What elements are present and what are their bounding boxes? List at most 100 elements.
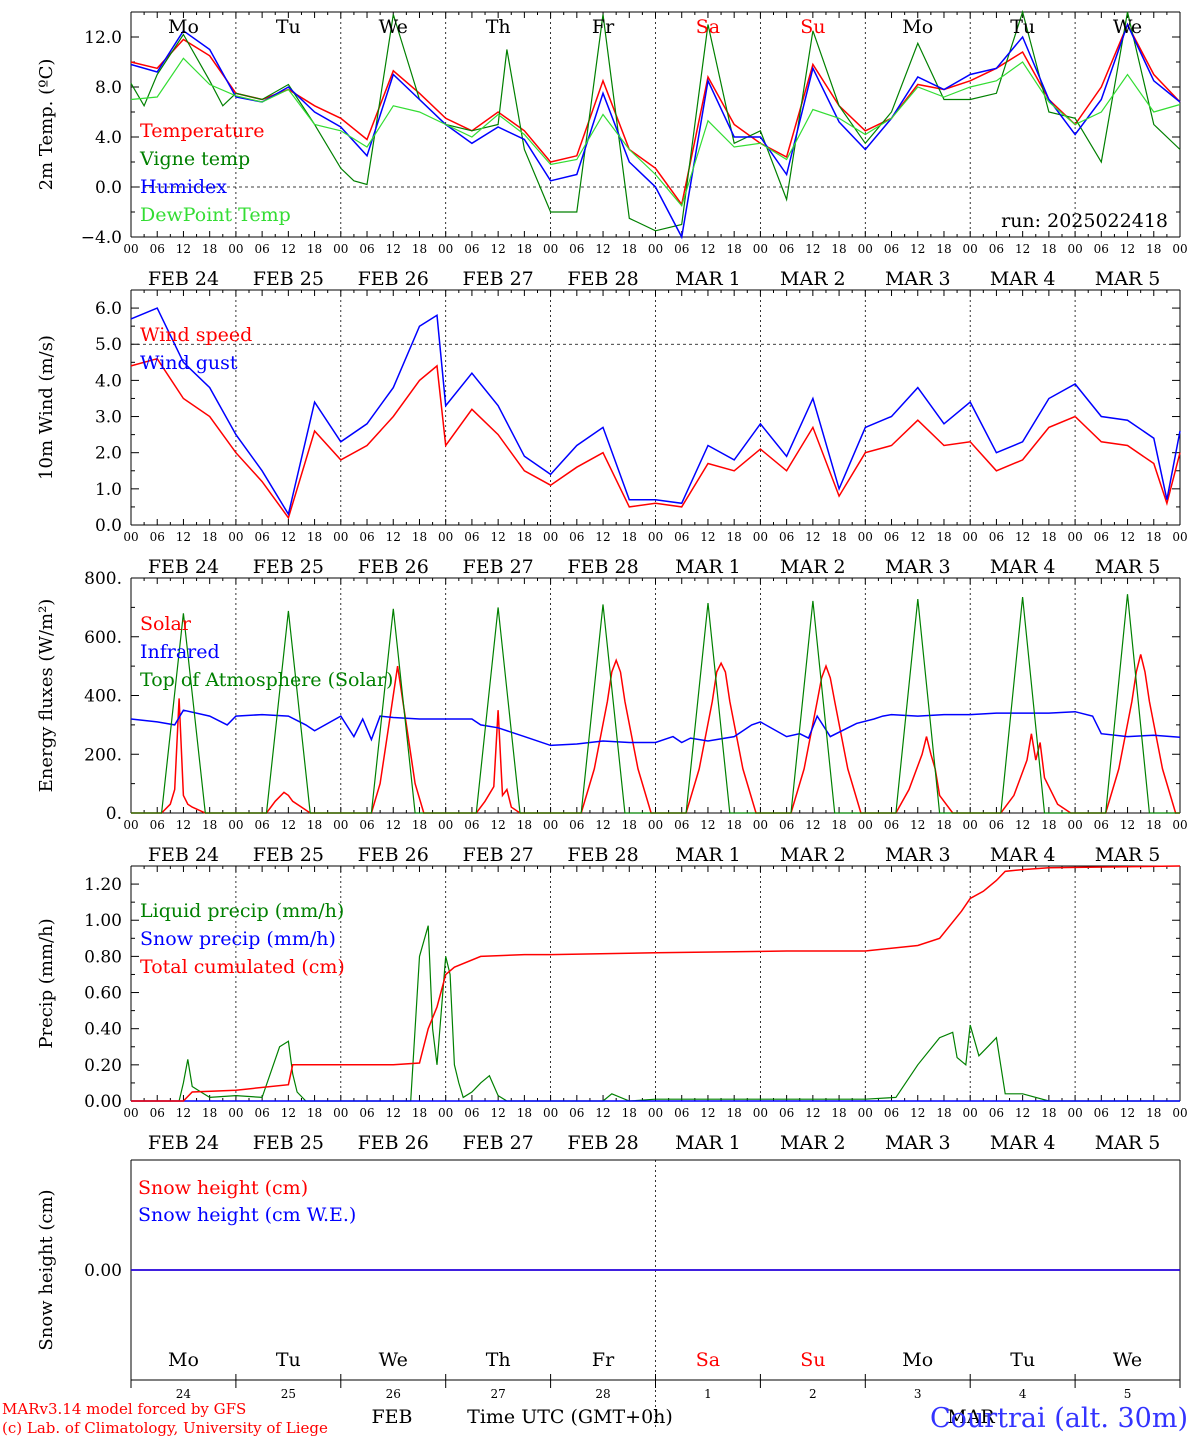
hour-tick-label: 18 [622,242,637,256]
legend-entry: Snow precip (mm/h) [140,928,336,950]
hour-tick-label: 06 [779,1106,794,1120]
series-line-solar [131,654,1180,814]
hour-tick-label: 18 [517,242,532,256]
date-label: MAR 3 [885,556,951,578]
hour-tick-label: 06 [150,242,165,256]
lab-credit: (c) Lab. of Climatology, University of L… [2,1419,328,1437]
date-label: FEB 24 [148,844,219,866]
y-tick-label: 6.0 [95,299,122,319]
hour-tick-label: 12 [700,818,715,832]
hour-tick-label: 00 [1067,530,1082,544]
run-label: run: 2025022418 [1001,210,1168,232]
hour-tick-label: 06 [464,818,479,832]
hour-tick-label: 18 [202,818,217,832]
day-of-week-label: Fr [592,1349,615,1371]
day-number-label: 24 [176,1387,192,1401]
hour-tick-label: 00 [753,818,768,832]
day-of-week-label: Tu [276,16,301,38]
hour-tick-label: 12 [910,1106,925,1120]
hour-tick-label: 00 [438,818,453,832]
hour-tick-label: 00 [438,1106,453,1120]
hour-tick-label: 00 [333,242,348,256]
hour-tick-label: 00 [228,1106,243,1120]
month-label-feb: FEB [371,1406,412,1428]
day-of-week-label: Sa [696,1349,720,1371]
y-tick-label: 0.20 [84,1056,122,1076]
hour-tick-label: 12 [1015,1106,1030,1120]
hour-tick-label: 00 [123,818,138,832]
hour-tick-label: 06 [254,1106,269,1120]
hour-tick-label: 00 [1172,1106,1187,1120]
panel-4: 0.00 0.20 0.40 0.60 0.80 1.00 1.20 Precip (mm/h… [36,865,1188,1154]
legend-entry: Temperature [140,120,264,142]
model-credit: MARv3.14 model forced by GFS [2,1400,246,1418]
hour-tick-label: 18 [1041,530,1056,544]
day-number-label: 25 [281,1387,296,1401]
series-line-temperature [130,22,1181,207]
hour-tick-label: 00 [1067,818,1082,832]
date-label: MAR 3 [885,268,951,290]
day-number-label: 3 [914,1387,922,1401]
hour-tick-label: 12 [176,530,191,544]
hour-tick-label: 00 [963,530,978,544]
hour-tick-label: 00 [1172,818,1187,832]
day-of-week-label: Sa [696,16,720,38]
hour-tick-label: 12 [281,242,296,256]
hour-tick-label: 00 [648,242,663,256]
hour-tick-label: 00 [123,1106,138,1120]
series-line-top-of-atmosphere-solar [131,594,1180,814]
date-label: FEB 26 [358,844,429,866]
hour-tick-label: 00 [648,1106,663,1120]
y-axis-label: Snow height (cm) [36,1189,57,1350]
series-line-total-cumulated-cm [131,865,1181,1102]
y-axis-label: 2m Temp. (ºC) [36,59,57,191]
hour-tick-label: 12 [910,242,925,256]
day-of-week-label: We [1113,1349,1142,1371]
date-label: FEB 24 [148,268,219,290]
legend-entry: Vigne temp [139,148,250,170]
series-line-infrared [130,709,1181,747]
date-label: MAR 1 [675,556,741,578]
time-axis-label: Time UTC (GMT+0h) [467,1406,673,1428]
hour-tick-label: 06 [359,530,374,544]
date-label: FEB 25 [253,1132,324,1154]
hour-tick-label: 00 [1172,242,1187,256]
day-of-week-label: Th [486,16,511,38]
hour-tick-label: 12 [386,242,401,256]
hour-tick-label: 18 [831,530,846,544]
date-label: FEB 28 [567,844,638,866]
y-tick-label: 200. [84,745,122,765]
hour-tick-label: 06 [150,818,165,832]
y-axis-label: Energy fluxes (W/m²) [36,599,57,793]
hour-tick-label: 12 [281,818,296,832]
date-label: MAR 3 [885,844,951,866]
hour-tick-label: 12 [281,1106,296,1120]
date-label: MAR 3 [885,1132,951,1154]
day-of-week-label: Tu [1010,16,1035,38]
hour-tick-label: 18 [831,818,846,832]
hour-tick-label: 06 [254,818,269,832]
hour-tick-label: 18 [1146,818,1161,832]
y-tick-label: 5.0 [95,335,122,355]
hour-tick-label: 06 [569,242,584,256]
panel-1: −4.0 0.0 4.0 8.0 12.0 2m Temp. (ºC) Temperatur… [36,9,1188,290]
hour-tick-label: 06 [254,530,269,544]
hour-tick-label: 00 [543,530,558,544]
hour-tick-label: 00 [858,1106,873,1120]
legend-entry: Wind speed [140,324,252,346]
hour-tick-label: 12 [1120,242,1135,256]
hour-tick-label: 00 [543,242,558,256]
y-tick-label: 2.0 [95,444,122,464]
day-of-week-label: We [1113,16,1142,38]
hour-tick-label: 12 [176,242,191,256]
day-number-label: 1 [704,1387,712,1401]
hour-tick-label: 18 [412,818,427,832]
series-line-wind-gust [130,307,1181,517]
hour-tick-label: 12 [1015,818,1030,832]
date-label: FEB 25 [253,556,324,578]
day-number-label: 2 [809,1387,817,1401]
hour-tick-label: 00 [228,530,243,544]
hour-tick-label: 12 [1015,242,1030,256]
hour-tick-label: 00 [858,818,873,832]
